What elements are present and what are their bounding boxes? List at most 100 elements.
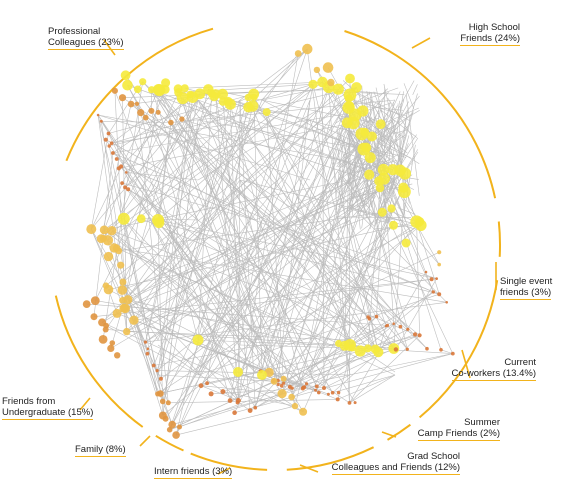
network-edge bbox=[107, 81, 323, 241]
label-high-school-friends: High School Friends (24%) bbox=[420, 22, 520, 46]
network-node bbox=[353, 401, 357, 405]
label-summer-line1: Summer bbox=[464, 417, 500, 428]
network-node bbox=[143, 340, 148, 344]
network-node bbox=[99, 225, 109, 235]
network-node bbox=[392, 322, 396, 326]
network-node bbox=[262, 108, 271, 117]
network-edge bbox=[350, 105, 398, 201]
network-node bbox=[112, 308, 122, 318]
ring-arc bbox=[344, 30, 497, 199]
network-node bbox=[354, 345, 366, 357]
network-edge bbox=[93, 152, 114, 317]
network-node bbox=[168, 119, 174, 126]
network-edge bbox=[307, 48, 351, 376]
network-node bbox=[435, 277, 438, 280]
network-edge bbox=[261, 114, 356, 346]
network-edge bbox=[197, 87, 357, 341]
network-node bbox=[136, 214, 146, 224]
network-node bbox=[155, 369, 159, 373]
network-edge bbox=[141, 218, 416, 335]
label-summer-line2: Camp Friends (2%) bbox=[417, 428, 500, 441]
network-edge bbox=[373, 163, 378, 180]
network-edge bbox=[215, 93, 239, 401]
network-edge bbox=[309, 136, 373, 346]
network-node bbox=[159, 398, 166, 405]
network-node bbox=[375, 183, 385, 193]
network-node bbox=[363, 344, 372, 353]
network-node bbox=[314, 384, 319, 389]
label-professional-line1: Professional bbox=[48, 26, 101, 37]
network-edge bbox=[323, 374, 351, 389]
network-edge bbox=[136, 103, 169, 403]
network-edge bbox=[222, 391, 296, 407]
network-node bbox=[139, 78, 147, 86]
network-edge bbox=[118, 212, 383, 252]
network-edge bbox=[157, 371, 261, 395]
network-node bbox=[413, 332, 418, 337]
network-edge bbox=[103, 182, 123, 231]
network-edge bbox=[123, 99, 159, 309]
network-edge bbox=[98, 114, 311, 181]
network-edge bbox=[128, 188, 394, 349]
network-edge bbox=[384, 93, 418, 207]
label-leader-line bbox=[461, 349, 471, 379]
network-node bbox=[345, 73, 355, 84]
network-edge bbox=[375, 137, 393, 165]
network-edge bbox=[377, 146, 389, 166]
network-node bbox=[344, 339, 356, 351]
network-edge bbox=[127, 85, 304, 388]
network-node bbox=[375, 119, 386, 129]
network-edge bbox=[338, 131, 351, 168]
network-node bbox=[123, 185, 128, 190]
network-edge bbox=[362, 110, 434, 293]
network-edge bbox=[261, 48, 308, 101]
network-edge bbox=[122, 97, 311, 221]
network-edge bbox=[399, 100, 402, 115]
network-node bbox=[208, 391, 214, 397]
network-node bbox=[114, 157, 119, 161]
network-node bbox=[129, 315, 139, 325]
network-edge bbox=[254, 251, 440, 341]
label-highschool-line1: High School bbox=[468, 22, 520, 33]
network-node bbox=[232, 410, 237, 416]
network-edge bbox=[157, 97, 255, 341]
network-node bbox=[389, 220, 398, 230]
network-edge bbox=[238, 99, 241, 401]
network-edge bbox=[123, 208, 392, 309]
network-node bbox=[373, 347, 384, 358]
network-node bbox=[291, 402, 299, 410]
network-edge bbox=[375, 334, 416, 350]
network-edge bbox=[383, 135, 410, 227]
network-node bbox=[90, 313, 98, 321]
network-edge bbox=[170, 122, 256, 341]
network-node bbox=[107, 226, 117, 236]
network-node bbox=[120, 70, 131, 81]
network-node bbox=[437, 250, 442, 255]
network-edge bbox=[158, 222, 440, 295]
label-leader-line bbox=[217, 467, 231, 475]
network-edge bbox=[182, 97, 284, 384]
network-edge bbox=[177, 88, 270, 373]
network-edge bbox=[338, 156, 347, 216]
network-edge bbox=[392, 211, 414, 222]
network-node bbox=[450, 351, 455, 356]
network-edge bbox=[124, 89, 166, 188]
network-edge bbox=[253, 97, 408, 350]
network-node bbox=[288, 393, 295, 401]
network-edge bbox=[368, 91, 382, 142]
network-node bbox=[194, 88, 206, 100]
network-node bbox=[374, 314, 379, 319]
label-summer-camp-friends: Summer Camp Friends (2%) bbox=[400, 417, 500, 441]
network-node bbox=[145, 351, 150, 356]
network-edge bbox=[91, 133, 109, 230]
network-edge bbox=[350, 180, 395, 210]
network-edge bbox=[122, 281, 239, 401]
network-node bbox=[385, 323, 390, 327]
network-edge bbox=[261, 84, 314, 373]
network-node bbox=[299, 407, 308, 416]
network-edge bbox=[395, 278, 437, 350]
network-edge bbox=[197, 99, 408, 350]
network-edge bbox=[157, 94, 191, 376]
network-node bbox=[99, 119, 103, 123]
